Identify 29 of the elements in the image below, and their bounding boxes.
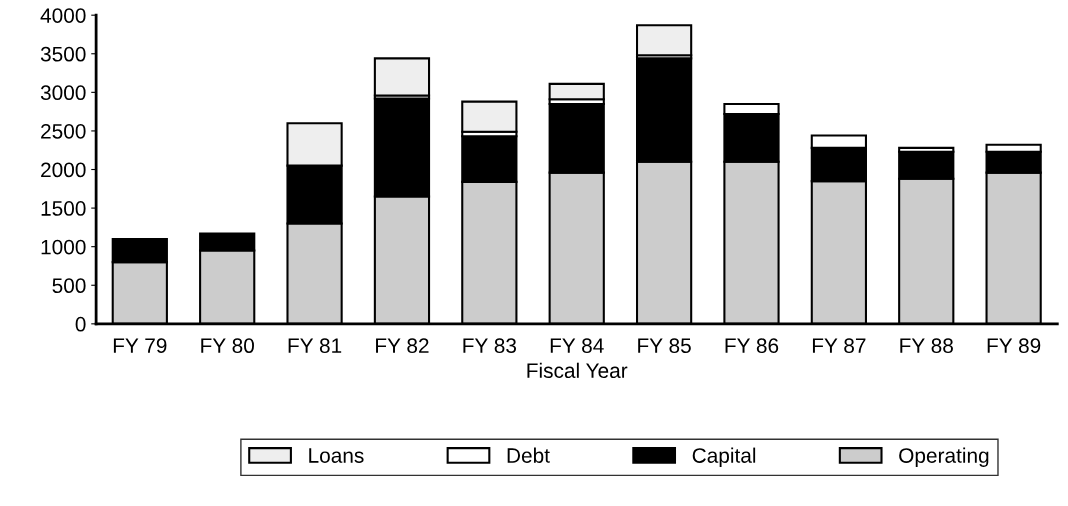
y-tick-label: 0: [75, 316, 86, 332]
x-tick-label: FY 81: [288, 338, 342, 354]
bar: [635, 24, 693, 57]
x-tick-label: FY 84: [550, 338, 604, 354]
y-tick-label: 3000: [40, 85, 86, 101]
x-tick-label: FY 80: [201, 338, 254, 354]
x-tick-label: FY 85: [638, 338, 691, 354]
x-tick-label: FY 83: [463, 338, 517, 354]
x-axis-title: Fiscal Year: [527, 362, 628, 379]
legend-label: Capital: [692, 447, 756, 468]
x-tick-label: FY 82: [376, 338, 429, 354]
y-tick-label: 1500: [41, 201, 86, 216]
legend-label: Loans: [309, 448, 364, 463]
bar: [548, 82, 605, 101]
x-tick-label: FY 86: [725, 338, 779, 354]
y-tick-label: 4000: [40, 8, 86, 23]
y-tick-label: 2500: [41, 123, 86, 139]
y-tick-label: 3500: [40, 46, 86, 62]
y-tick-label: 2000: [41, 162, 86, 178]
legend-label: Debt: [507, 447, 550, 463]
x-tick-label: FY 87: [812, 338, 866, 354]
y-tick-label: 500: [52, 278, 86, 294]
y-tick-label: 1000: [41, 239, 86, 255]
x-tick-label: FY 89: [987, 338, 1041, 354]
x-tick-label: FY 88: [900, 338, 953, 354]
x-tick-label: FY 79: [113, 338, 167, 354]
bar: [461, 100, 518, 133]
legend-label: Operating: [899, 447, 989, 468]
bar: [373, 57, 431, 97]
